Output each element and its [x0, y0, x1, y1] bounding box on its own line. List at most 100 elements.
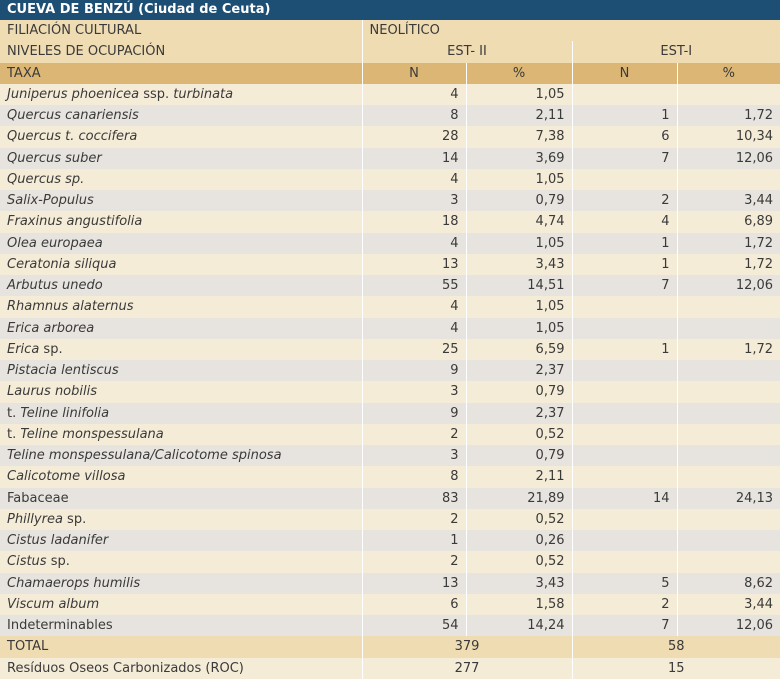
name-part: Cistus	[7, 554, 47, 570]
table-cell	[571, 402, 677, 424]
table-cell: 25	[361, 338, 466, 360]
name-part: Viscum album	[7, 596, 100, 612]
table-cell	[676, 466, 780, 488]
table-cell	[676, 360, 780, 382]
taxon-row: t. Teline linifolia 9 2,37	[0, 402, 780, 424]
taxon-row: Pistacia lentiscus 9 2,37	[0, 360, 780, 382]
table-cell: 3	[361, 190, 466, 212]
table-cell: 3,69	[465, 147, 572, 169]
taxon-name: Pistacia lentiscus	[0, 360, 362, 382]
table-cell: 4	[361, 296, 466, 318]
table-cell	[571, 317, 677, 339]
table-cell: NIVELES DE OCUPACIÓN	[0, 41, 362, 63]
name-part: Erica arborea	[7, 320, 95, 336]
taxon-name: Salix-Populus	[0, 190, 362, 212]
table-cell: 2,37	[465, 360, 572, 382]
taxon-row: Indeterminables 54 14,24 7 12,06	[0, 615, 780, 637]
taxon-row: Fraxinus angustifolia 18 4,74 4 6,89	[0, 211, 780, 233]
table-cell: 12,06	[676, 147, 780, 169]
table-cell: 6,59	[465, 338, 572, 360]
table-cell: 24,13	[676, 487, 780, 509]
table-cell: 58	[571, 636, 780, 658]
name-part: Calicotome villosa	[7, 469, 126, 485]
taxon-name: Erica sp.	[0, 338, 362, 360]
table-cell: 4	[361, 232, 466, 254]
taxon-row: Viscum album 6 1,58 2 3,44	[0, 593, 780, 615]
total-row: Resíduos Oseos Carbonizados (ROC) 277 15	[0, 657, 780, 679]
name-part: Pistacia lentiscus	[7, 363, 119, 379]
table-cell	[571, 551, 677, 573]
taxon-row: Erica arborea 4 1,05	[0, 317, 780, 339]
table-cell: 1,72	[676, 338, 780, 360]
taxon-name: Rhamnus alaternus	[0, 296, 362, 318]
taxon-row: Chamaerops humilis 13 3,43 5 8,62	[0, 572, 780, 594]
table-cell: TAXA	[0, 62, 362, 84]
table-cell: 2,11	[465, 466, 572, 488]
taxon-row: t. Teline monspessulana 2 0,52	[0, 423, 780, 445]
table-cell: 1,05	[465, 296, 572, 318]
table-cell: 5	[571, 572, 677, 594]
table-cell: 12,06	[676, 275, 780, 297]
taxon-row: Quercus canariensis 8 2,11 1 1,72	[0, 105, 780, 127]
taxon-row: Salix-Populus 3 0,79 2 3,44	[0, 190, 780, 212]
taxon-name: Cistus ladanifer	[0, 530, 362, 552]
name-part: Juniperus phoenicea	[7, 86, 140, 102]
table-cell	[571, 83, 677, 105]
name-part: turbinata	[173, 86, 234, 102]
table-cell: 4,74	[465, 211, 572, 233]
name-part: Rhamnus alaternus	[7, 299, 134, 315]
table-cell: 4	[361, 168, 466, 190]
table-cell: 14,24	[465, 615, 572, 637]
name-part: Teline linifolia	[20, 405, 110, 421]
table-cell: 2,11	[465, 105, 572, 127]
table-cell: 0,79	[465, 190, 572, 212]
taxon-row: Quercus t. coccifera 28 7,38 6 10,34	[0, 126, 780, 148]
table-cell: 1,72	[676, 253, 780, 275]
table-cell: 12,06	[676, 615, 780, 637]
table-cell: 4	[361, 317, 466, 339]
table-cell: 13	[361, 253, 466, 275]
table-cell: 2	[571, 593, 677, 615]
table-cell: 2	[361, 551, 466, 573]
name-part: Fraxinus angustifolia	[7, 214, 143, 230]
table-cell	[676, 168, 780, 190]
table-cell: 2,37	[465, 402, 572, 424]
taxon-row: Laurus nobilis 3 0,79	[0, 381, 780, 403]
table-cell	[676, 445, 780, 467]
table-cell: 28	[361, 126, 466, 148]
name-part: Laurus nobilis	[7, 384, 97, 400]
taxon-name: Erica arborea	[0, 317, 362, 339]
table-cell: EST- II	[361, 41, 572, 63]
name-part: Indeterminables	[7, 618, 113, 634]
name-part: Salix-Populus	[7, 193, 94, 209]
table-cell: 3	[361, 445, 466, 467]
name-part: Erica	[7, 341, 40, 357]
table-cell: 83	[361, 487, 466, 509]
table-cell: 14	[361, 147, 466, 169]
table-cell: 15	[571, 657, 780, 679]
name-part: Quercus suber	[7, 150, 102, 166]
taxon-name: Arbutus unedo	[0, 275, 362, 297]
total-row: TOTAL 379 58	[0, 636, 780, 658]
table-cell	[676, 83, 780, 105]
table-cell: 277	[361, 657, 572, 679]
table-cell: 8	[361, 105, 466, 127]
table-cell: 4	[361, 83, 466, 105]
table-cell	[676, 530, 780, 552]
table-cell: 2	[361, 423, 466, 445]
taxon-name: t. Teline monspessulana	[0, 423, 362, 445]
taxon-name: Indeterminables	[0, 615, 362, 637]
table-cell	[571, 360, 677, 382]
table-cell: 1,05	[465, 317, 572, 339]
table-cell: 1	[571, 105, 677, 127]
name-part: Teline monspessulana/Calicotome spinosa	[7, 448, 282, 464]
taxon-row: Rhamnus alaternus 4 1,05	[0, 296, 780, 318]
table-cell	[676, 381, 780, 403]
table-cell: 3,43	[465, 253, 572, 275]
table-cell	[676, 423, 780, 445]
table-title: CUEVA DE BENZÚ (Ciudad de Ceuta)	[0, 0, 780, 20]
table-cell	[571, 296, 677, 318]
name-part: Quercus sp.	[7, 171, 85, 187]
taxon-row: Arbutus unedo 55 14,51 7 12,06	[0, 275, 780, 297]
name-part: Phillyrea	[7, 511, 63, 527]
